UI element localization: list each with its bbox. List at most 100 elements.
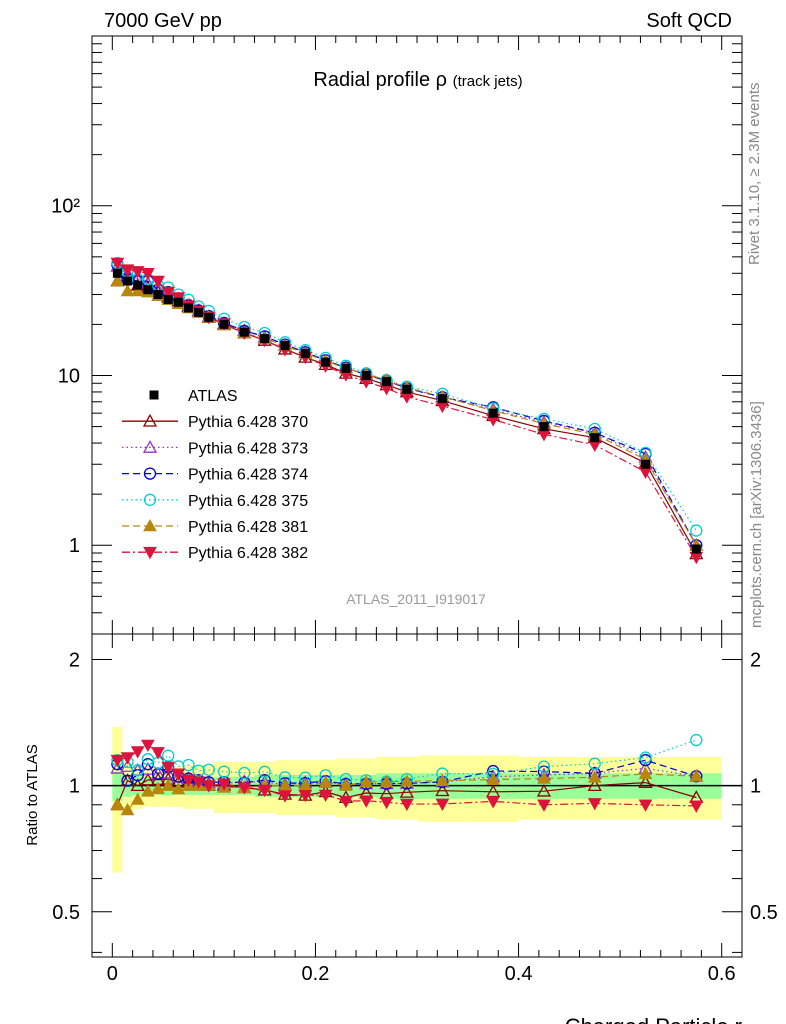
- ratio-series-point: [379, 774, 394, 787]
- main-series-point: [151, 275, 165, 289]
- legend-marker: [143, 518, 157, 532]
- legend-label: Pythia 6.428 382: [188, 545, 308, 562]
- ratio-series-point: [587, 770, 602, 783]
- data-point: [341, 363, 351, 373]
- ratio-series-point: [130, 746, 145, 759]
- x-tick-label: 0.6: [708, 963, 736, 985]
- ratio-series-point: [588, 757, 601, 770]
- legend-label: Pythia 6.428 370: [188, 414, 308, 431]
- ratio-series-point: [359, 774, 374, 788]
- legend-marker: [142, 413, 158, 427]
- ratio-y-tick-label-right: 0.5: [750, 902, 778, 924]
- ratio-series-point: [379, 796, 394, 810]
- ratio-series-5: [110, 739, 704, 813]
- ratio-series-point: [339, 795, 353, 809]
- ratio-series-point: [399, 784, 414, 798]
- ratio-series-point: [435, 773, 450, 786]
- data-point: [641, 459, 651, 469]
- main-series-point: [120, 283, 135, 297]
- ratio-y-tick-label-left: 2: [69, 649, 80, 671]
- ratio-series-point: [257, 784, 272, 798]
- legend-label: Pythia 6.428 374: [188, 467, 308, 484]
- ratio-series-line: [116, 759, 697, 785]
- main-data-points: [112, 268, 701, 554]
- data-point: [173, 297, 183, 307]
- header-right: Soft QCD: [646, 10, 732, 32]
- data-point: [300, 348, 310, 358]
- ratio-series-point: [141, 784, 155, 797]
- legend-marker: [142, 440, 158, 453]
- data-point: [123, 276, 133, 286]
- main-series-line: [117, 262, 697, 531]
- ratio-uncertainty-bands: [112, 726, 722, 873]
- ratio-y-tick-label-right: 2: [750, 649, 761, 671]
- ratio-series-point: [537, 771, 551, 784]
- data-point: [143, 285, 153, 295]
- ratio-y-tick-label-left: 0.5: [52, 902, 80, 924]
- main-series-point: [141, 267, 155, 281]
- ratio-series-point: [638, 775, 653, 789]
- legend-label: Pythia 6.428 373: [188, 440, 308, 457]
- ratio-series-point: [120, 802, 135, 816]
- ratio-series-point: [486, 772, 501, 785]
- main-series-point: [690, 524, 703, 537]
- ratio-series-point: [486, 796, 501, 809]
- ratio-series-point: [237, 782, 252, 795]
- data-point: [280, 341, 290, 351]
- ratio-series-point: [639, 751, 652, 764]
- ratio-y-tick-label-right: 1: [750, 776, 761, 798]
- data-point: [194, 308, 204, 318]
- ratio-series-point: [217, 778, 231, 791]
- ratio-series-point: [537, 799, 551, 812]
- ratio-series-point: [587, 778, 602, 792]
- ratio-series-point: [182, 758, 195, 772]
- ratio-series-point: [110, 797, 125, 811]
- ratio-series-point: [141, 758, 155, 771]
- ratio-series-point: [151, 747, 165, 760]
- legend-marker: [143, 493, 157, 506]
- ratio-series-point: [689, 800, 704, 813]
- ratio-y-axis-label: Ratio to ATLAS: [24, 744, 41, 845]
- ratio-series-point: [121, 774, 134, 787]
- ratio-series-point: [162, 749, 175, 762]
- data-point: [539, 422, 549, 432]
- ratio-series-point: [202, 763, 215, 776]
- ratio-series-point: [130, 792, 145, 805]
- main-y-tick-label: 10: [58, 365, 80, 387]
- main-series-line: [116, 264, 697, 546]
- main-series-point: [120, 264, 135, 277]
- data-point: [133, 280, 143, 290]
- data-point: [204, 312, 214, 322]
- ratio-series-point: [238, 766, 251, 780]
- ratio-y-axis-ticks: [92, 658, 742, 953]
- data-point: [183, 303, 193, 313]
- ratio-series-point: [201, 780, 216, 793]
- main-series-point: [130, 266, 145, 279]
- ratio-series-point: [150, 766, 166, 780]
- data-point: [239, 327, 249, 337]
- x-tick-label: 0: [107, 963, 118, 985]
- data-point: [402, 384, 412, 394]
- main-series-point: [130, 283, 145, 297]
- ratio-series-point: [141, 739, 155, 753]
- chart-title: Radial profile ρ (track jets): [313, 69, 522, 91]
- ratio-series-point: [318, 775, 333, 788]
- analysis-label: ATLAS_2011_I919017: [346, 591, 486, 607]
- x-axis-ticks: [111, 36, 723, 957]
- ratio-y-tick-label-left: 1: [69, 776, 80, 798]
- ratio-series-point: [638, 799, 653, 812]
- data-point: [219, 319, 229, 329]
- legend-marker: [149, 390, 159, 400]
- data-point: [437, 394, 447, 404]
- ratio-series-point: [171, 768, 186, 781]
- ratio-series-point: [161, 761, 176, 775]
- ratio-series-point: [191, 776, 206, 789]
- ratio-series-point: [638, 766, 653, 780]
- ratio-series-point: [536, 783, 552, 797]
- data-point: [153, 290, 163, 300]
- main-series-point: [110, 257, 125, 271]
- data-point: [382, 377, 392, 387]
- ratio-series-point: [318, 789, 333, 802]
- ratio-series-line: [117, 773, 697, 811]
